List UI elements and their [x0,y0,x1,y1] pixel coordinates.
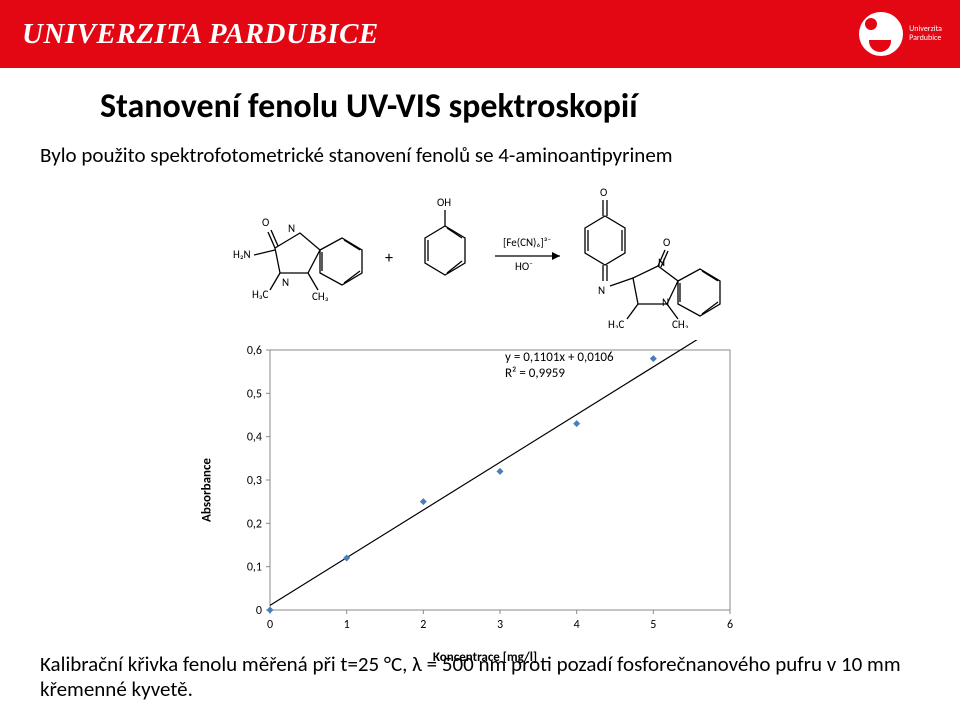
svg-text:0,6: 0,6 [247,344,262,358]
body-text: Bylo použito spektrofotometrické stanove… [40,142,673,168]
reaction-label-ch32: CH₃ [672,318,689,328]
reaction-plus: + [385,249,393,268]
svg-text:0: 0 [256,604,262,618]
chart-equation: y = 0,1101x + 0,0106 R² = 0,9959 [505,350,614,381]
reaction-label-n5: N [662,296,669,309]
university-name: UNIVERZITA PARDUBICE [22,18,379,51]
reaction-label-o2: O [600,186,607,199]
logo-icon [859,12,903,56]
logo: Univerzita Pardubice [859,12,942,56]
reaction-reagent-bottom: HO⁻ [515,260,533,273]
svg-text:0,1: 0,1 [247,561,262,575]
svg-text:0: 0 [267,618,273,632]
svg-text:6: 6 [727,618,733,632]
reaction-label-n1: N [288,222,295,235]
reaction-label-h2n: H₂N [233,248,251,261]
reaction-label-ch3: CH₃ [312,290,329,303]
calibration-chart: Absorbance 00,10,20,30,40,50,60123456 Ko… [225,340,745,640]
chart-y-label: Absorbance [200,458,215,522]
svg-text:0,3: 0,3 [247,474,262,488]
svg-text:5: 5 [650,618,656,632]
reaction-label-h3c: H₃C [252,288,269,301]
logo-text: Univerzita Pardubice [909,25,942,43]
svg-text:1: 1 [344,618,350,632]
reaction-label-oh: OH [437,196,451,209]
reaction-label-h3c2: H₃C [608,318,625,328]
chart-eq-line: y = 0,1101x + 0,0106 [505,350,614,365]
logo-text-line2: Pardubice [909,33,941,43]
reaction-label-n3: N [598,284,605,297]
caption-text: Kalibrační křivka fenolu měřená při t=25… [40,652,920,702]
slide-title: Stanovení fenolu UV-VIS spektroskopií [100,86,638,127]
reaction-label-o3: O [663,236,670,249]
svg-text:3: 3 [497,618,503,632]
header-bar: UNIVERZITA PARDUBICE Univerzita Pardubic… [0,0,960,68]
svg-text:0,5: 0,5 [247,387,262,401]
reaction-label-o1: O [262,216,269,229]
svg-text:0,4: 0,4 [247,431,262,445]
reaction-label-n2: N [282,276,289,289]
svg-text:0,2: 0,2 [247,517,262,531]
svg-text:4: 4 [574,618,580,632]
reaction-reagent-top: [Fe(CN)₆]³⁻ [503,236,551,249]
reaction-label-n4: N [658,256,665,269]
reaction-scheme: O H₂N N N H₃C CH₃ + OH [Fe(CN)₆]³⁻ [230,178,750,333]
svg-text:2: 2 [420,618,426,632]
chart-svg: 0 0,1 0,2 0,3 0,4 0,5 0,6 0 1 2 3 4 5 6 [225,340,745,640]
chart-r2-line: R² = 0,9959 [505,366,565,381]
